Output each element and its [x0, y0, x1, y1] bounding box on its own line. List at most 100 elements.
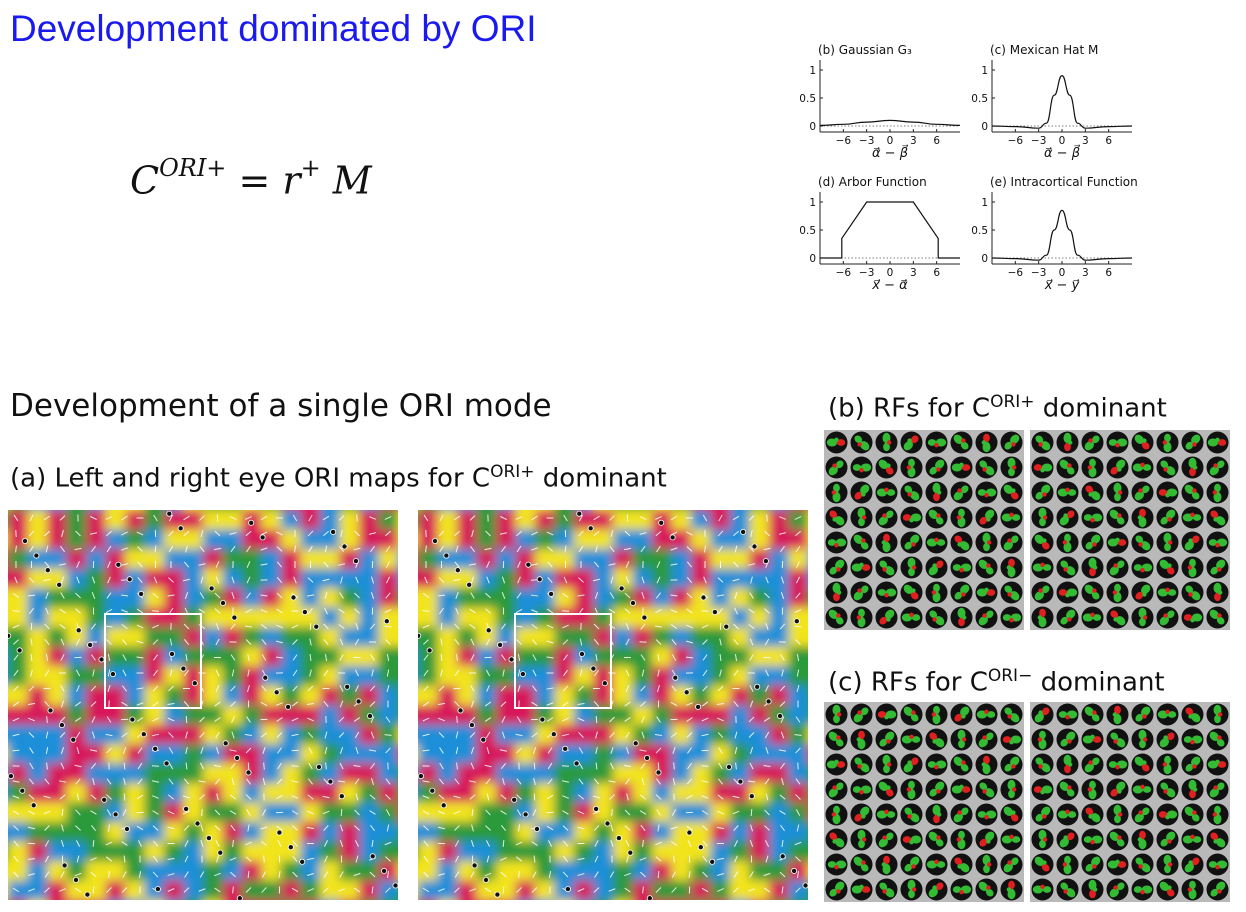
receptive-field [950, 606, 973, 629]
receptive-field [1131, 703, 1154, 726]
receptive-field [875, 606, 898, 629]
receptive-field [1131, 556, 1154, 579]
receptive-field [1056, 703, 1079, 726]
receptive-field [850, 556, 873, 579]
receptive-field [975, 481, 998, 504]
receptive-field [925, 481, 948, 504]
caption-c-sup: ORI− [987, 666, 1033, 686]
x-tick-label: −6 [836, 135, 852, 147]
receptive-field [925, 581, 948, 604]
receptive-field [825, 431, 848, 454]
receptive-field [950, 753, 973, 776]
receptive-field [1181, 803, 1204, 826]
receptive-field [1181, 728, 1204, 751]
receptive-field [875, 728, 898, 751]
receptive-field [1000, 556, 1023, 579]
receptive-field [1156, 728, 1179, 751]
plot-title: (b) Gaussian G₃ [818, 43, 912, 57]
receptive-field [1131, 728, 1154, 751]
receptive-field [1081, 456, 1104, 479]
gaussian-plot: (b) Gaussian G₃ 0 0.5 1 −6 −3 0 3 6 α⃗ − β⃗ [800, 43, 961, 161]
receptive-field [1106, 481, 1129, 504]
receptive-field [1131, 531, 1154, 554]
y-tick-label: 0.5 [971, 225, 988, 237]
receptive-field [1056, 878, 1079, 901]
mexican-hat-plot: (c) Mexican Hat M 0 0.5 1 −6 −3 0 3 6 α⃗ − β⃗ [971, 43, 1133, 161]
section-heading: Development of a single ORI mode [10, 388, 552, 424]
receptive-field [1000, 431, 1023, 454]
receptive-field [1106, 703, 1129, 726]
pinwheel-markers [8, 510, 398, 900]
x-tick-label: 6 [933, 267, 940, 279]
x-tick-label: 6 [933, 135, 940, 147]
receptive-field [925, 853, 948, 876]
receptive-field [1206, 506, 1229, 529]
receptive-field [1181, 431, 1204, 454]
receptive-field [1056, 728, 1079, 751]
receptive-field [1000, 828, 1023, 851]
receptive-field [975, 778, 998, 801]
receptive-field [875, 556, 898, 579]
receptive-field [1131, 853, 1154, 876]
receptive-field [1031, 803, 1054, 826]
receptive-field [1000, 481, 1023, 504]
receptive-field [1056, 481, 1079, 504]
receptive-field [900, 431, 923, 454]
receptive-field [1000, 456, 1023, 479]
x-axis-label: x⃗ − α⃗ [871, 278, 908, 293]
receptive-field [1056, 581, 1079, 604]
receptive-field [975, 531, 998, 554]
arbor-plot: (d) Arbor Function 0 0.5 1 −6 −3 0 3 6 x⃗ − α⃗ [800, 175, 960, 293]
receptive-field [950, 703, 973, 726]
receptive-field [1181, 581, 1204, 604]
equation-rhs-tail: M [320, 158, 372, 203]
receptive-field [1000, 753, 1023, 776]
receptive-field [1106, 556, 1129, 579]
receptive-field [1056, 456, 1079, 479]
receptive-field [1081, 531, 1104, 554]
receptive-field [1131, 581, 1154, 604]
receptive-field [1106, 778, 1129, 801]
receptive-field [1156, 703, 1179, 726]
y-tick-label: 1 [981, 65, 988, 77]
receptive-field [1206, 481, 1229, 504]
equation-rhs: = r [238, 158, 301, 203]
receptive-field [1156, 753, 1179, 776]
y-tick-label: 1 [809, 197, 816, 209]
slide-title: Development dominated by ORI [10, 8, 537, 49]
receptive-field [1206, 581, 1229, 604]
receptive-field [925, 728, 948, 751]
receptive-field [1031, 853, 1054, 876]
receptive-field [825, 803, 848, 826]
x-tick-label: −3 [1031, 135, 1046, 147]
receptive-field [1181, 778, 1204, 801]
receptive-field [900, 456, 923, 479]
receptive-field [850, 456, 873, 479]
x-tick-label: −3 [859, 135, 874, 147]
caption-b-tail: dominant [1034, 393, 1167, 424]
receptive-field [975, 506, 998, 529]
caption-a-sup: ORI+ [490, 462, 535, 482]
receptive-field [875, 753, 898, 776]
receptive-field [950, 778, 973, 801]
receptive-field [1106, 828, 1129, 851]
receptive-field [1106, 506, 1129, 529]
receptive-field [950, 581, 973, 604]
receptive-field [900, 778, 923, 801]
receptive-field [825, 556, 848, 579]
receptive-field [950, 456, 973, 479]
receptive-field [900, 506, 923, 529]
receptive-field [1131, 481, 1154, 504]
receptive-field [850, 778, 873, 801]
y-tick-label: 0.5 [800, 93, 816, 105]
receptive-field [850, 853, 873, 876]
receptive-field [1031, 878, 1054, 901]
receptive-field [1031, 556, 1054, 579]
receptive-field [1000, 803, 1023, 826]
receptive-field [1031, 778, 1054, 801]
receptive-field [1000, 878, 1023, 901]
receptive-field [825, 728, 848, 751]
receptive-field [825, 853, 848, 876]
receptive-field [875, 803, 898, 826]
receptive-field [1081, 481, 1104, 504]
